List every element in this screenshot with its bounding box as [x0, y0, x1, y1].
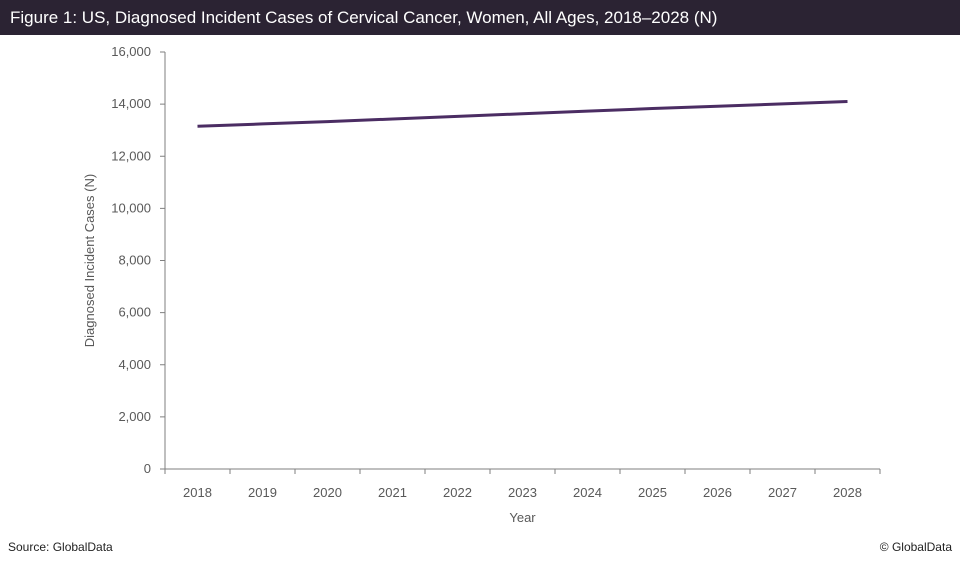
y-tick-label: 16,000	[111, 44, 151, 59]
y-axis-title: Diagnosed Incident Cases (N)	[82, 174, 97, 347]
x-tick-label: 2025	[638, 485, 667, 500]
series-layer	[197, 100, 848, 128]
x-tick-label: 2024	[573, 485, 602, 500]
y-axis-ticks: 0 2,000 4,000 6,000 8,000 10,000 12,000 14,000 1…	[111, 44, 165, 476]
y-tick-label: 4,000	[118, 357, 151, 372]
y-tick-label: 14,000	[111, 96, 151, 111]
series-line	[197, 100, 848, 128]
x-tick-label: 2020	[313, 485, 342, 500]
x-tick-label: 2021	[378, 485, 407, 500]
x-tick-label: 2023	[508, 485, 537, 500]
x-tick-label: 2022	[443, 485, 472, 500]
x-tick-label: 2019	[248, 485, 277, 500]
x-axis-title: Year	[509, 510, 536, 525]
copyright-note: © GlobalData	[879, 540, 952, 554]
x-axis-ticks: 2018 2019 2020 2021 2022 2023 2024 2025 2026 2027…	[164, 469, 881, 500]
y-tick-label: 6,000	[118, 305, 151, 320]
y-tick-label: 0	[144, 461, 151, 476]
y-tick-label: 12,000	[111, 148, 151, 163]
x-tick-label: 2018	[183, 485, 212, 500]
y-tick-label: 10,000	[111, 200, 151, 215]
x-tick-label: 2026	[703, 485, 732, 500]
y-tick-label: 2,000	[118, 409, 151, 424]
y-tick-label: 8,000	[118, 253, 151, 268]
x-tick-label: 2028	[833, 485, 862, 500]
chart-title: Figure 1: US, Diagnosed Incident Cases o…	[0, 0, 960, 35]
x-tick-label: 2027	[768, 485, 797, 500]
source-note: Source: GlobalData	[8, 540, 113, 554]
